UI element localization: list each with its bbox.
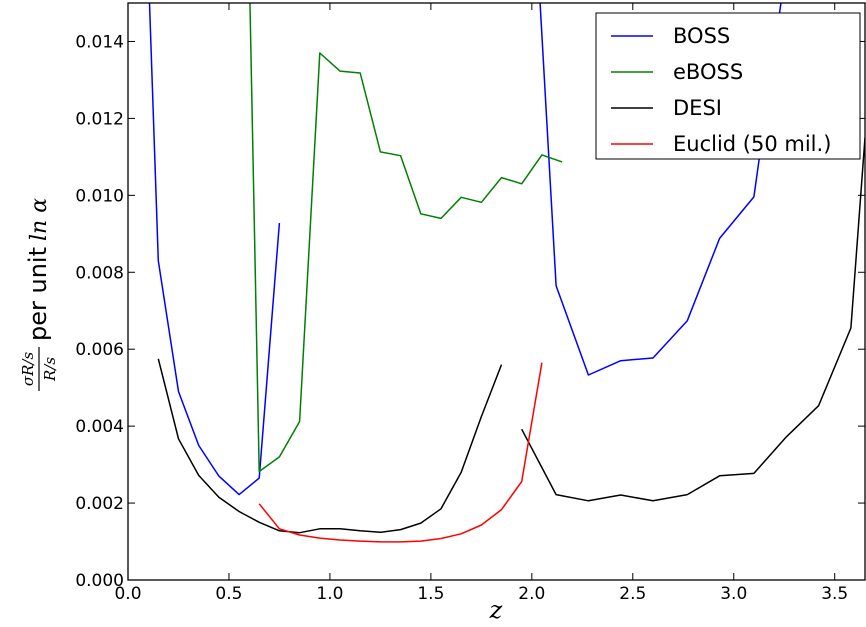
x-tick-label: 3.5	[821, 584, 848, 604]
x-tick-label: 0.0	[114, 584, 141, 604]
x-tick-label: 2.5	[619, 584, 646, 604]
series-layer	[148, 3, 865, 543]
series-line-desi-2	[521, 137, 865, 502]
plot-frame	[127, 2, 866, 581]
y-axis-label-suffix: ln α	[27, 198, 52, 241]
y-axis-label: σR/s R/s per unit ln α	[19, 198, 59, 391]
y-tick-label: 0.006	[75, 340, 124, 360]
y-tick-label: 0.008	[75, 263, 124, 283]
y-tick-label: 0.004	[75, 417, 124, 437]
tick-layer: 0.0 0.5 1.0 1.5 2.0 2.5 3.0 3.5 0.000 0.002 0.004 0…	[75, 3, 865, 604]
legend-label: BOSS	[673, 24, 730, 48]
y-tick-label: 0.012	[75, 109, 124, 129]
x-tick-label: 3.0	[720, 584, 747, 604]
x-tick-label: 1.0	[316, 584, 343, 604]
y-axis-label-numerator: σR/s	[19, 352, 37, 387]
y-tick-label: 0.014	[75, 32, 124, 52]
y-axis-label-text: per unit	[24, 247, 52, 341]
x-tick-label: 2.0	[518, 584, 545, 604]
x-tick-label: 1.5	[417, 584, 444, 604]
legend-label: DESI	[673, 96, 722, 120]
series-line-eboss-1	[249, 3, 563, 473]
y-tick-label: 0.000	[75, 571, 124, 591]
x-tick-label: 0.5	[215, 584, 242, 604]
y-tick-label: 0.002	[75, 494, 124, 514]
legend-label: Euclid (50 mil.)	[673, 132, 831, 156]
y-axis-label-denominator: R/s	[41, 357, 59, 382]
legend-label: eBOSS	[673, 60, 743, 84]
x-axis-label: z	[489, 596, 503, 624]
legend: BOSS eBOSS DESI Euclid (50 mil.)	[595, 12, 861, 160]
series-line-euclid-1	[258, 362, 543, 543]
y-tick-label: 0.010	[75, 186, 124, 206]
series-line-boss-2	[539, 3, 782, 376]
series-line-desi-1	[157, 358, 503, 534]
series-line-boss-1	[148, 3, 281, 496]
legend-box	[595, 12, 861, 160]
